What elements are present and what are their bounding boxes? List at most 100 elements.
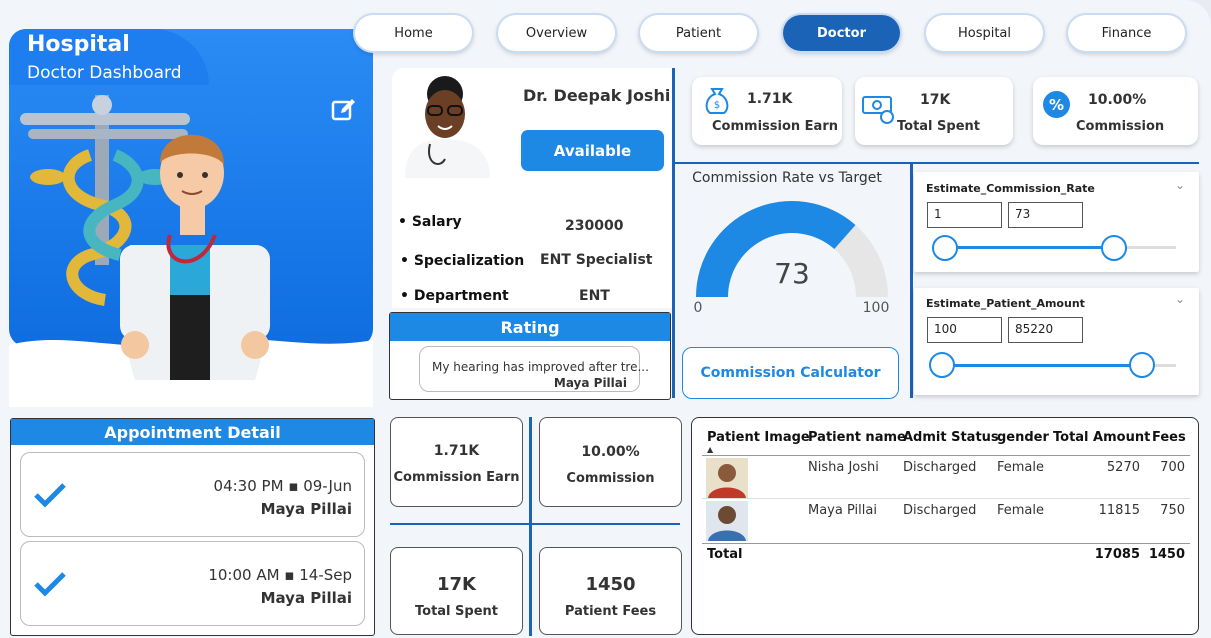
kpi-label: Total Spent [415,604,498,619]
money-bag-icon: $ [705,88,729,114]
kpi-value: 1.71K [747,91,793,107]
salary-label: • Salary [398,214,462,230]
review-box: My hearing has improved after tre... May… [419,346,649,392]
commission-calculator-button[interactable]: Commission Calculator [682,347,899,399]
edit-icon[interactable] [330,96,358,124]
nav-finance[interactable]: Finance [1068,15,1185,51]
nav-home[interactable]: Home [355,15,472,51]
hero-tab [9,29,209,85]
check-icon [34,572,66,597]
kpi-value: 10.00% [581,444,640,460]
divider-vertical [672,68,675,398]
kpi-commission-earn: $ 1.71K Commission Earn [692,77,842,145]
slicer-max-input[interactable]: 73 [1008,202,1083,228]
cell-total-amount: 5270 [1106,460,1140,475]
gauge-max: 100 [863,300,890,316]
cell-fees: 700 [1160,460,1185,475]
divider-horizontal [675,162,1199,164]
column-header[interactable]: Total Amount [1053,430,1151,445]
cell-fees: 750 [1160,503,1185,518]
appointment-time: 10:00 AM ▪ 14-Sep [208,566,352,584]
cell-gender: Female [997,503,1045,518]
svg-text:$: $ [714,100,720,111]
kpi-label: Commission Earn [393,470,520,485]
nav-hospital[interactable]: Hospital [926,15,1043,51]
kpi-label: Total Spent [897,119,980,134]
appointment-patient: Maya Pillai [260,500,352,518]
commission-gauge: 73 0 100 [694,200,890,316]
sort-up-icon[interactable]: ▲ [707,445,714,454]
chevron-down-icon[interactable]: ⌄ [1174,178,1185,192]
kpi-value: 17K [920,92,951,108]
doctor-illustration [20,95,270,380]
kpi-value: 10.00% [1088,92,1147,108]
cell-patient-name: Nisha Joshi [808,460,879,475]
patients-table: Patient Image ▲ Patient name Admit Statu… [691,417,1199,635]
appointment-item[interactable]: 10:00 AM ▪ 14-Sep Maya Pillai [20,541,365,626]
slicer-title: Estimate_Patient_Amount [926,297,1085,310]
kpi-label: Commission [566,471,655,486]
appointment-item[interactable]: 04:30 PM ▪ 09-Jun Maya Pillai [20,452,365,537]
kpi-commission: % 10.00% Commission [1033,77,1198,145]
column-header[interactable]: Patient name [808,430,906,445]
review-text: My hearing has improved after tre... [432,360,649,374]
patient-amount-slicer: Estimate_Patient_Amount ⌄ 100 85220 [914,288,1199,395]
kpi-total-spent: 17K Total Spent [855,77,1013,145]
reviewer-name: Maya Pillai [553,376,627,390]
header-divider [702,455,1190,456]
gauge-title: Commission Rate vs Target [692,170,882,186]
kpi-commission-bottom: 10.00% Commission [539,417,682,507]
slicer-min-input[interactable]: 1 [927,202,1002,228]
kpi-value: 17K [437,574,476,595]
column-header[interactable]: gender [997,430,1049,445]
specialization-value: ENT Specialist [540,252,653,268]
kpi-commission-earn-bottom: 1.71K Commission Earn [390,417,523,507]
divider-kpi-horizontal [390,523,680,525]
slider-max-handle[interactable] [1129,352,1155,378]
nav-doctor[interactable]: Doctor [783,15,900,51]
chevron-down-icon[interactable]: ⌄ [1174,292,1185,306]
slicer-min-input[interactable]: 100 [927,317,1002,343]
patient-photo [706,501,748,541]
salary-value: 230000 [565,218,624,234]
appointment-time: 04:30 PM ▪ 09-Jun [213,477,352,495]
appointment-title: Appointment Detail [11,419,374,445]
department-label: • Department [400,288,509,304]
kpi-label: Commission Earn [712,119,838,134]
kpi-value: 1.71K [433,443,480,459]
slider-max-handle[interactable] [1101,235,1127,261]
commission-rate-slicer: Estimate_Commission_Rate ⌄ 1 73 [914,172,1199,272]
appointment-patient: Maya Pillai [260,589,352,607]
kpi-patient-fees: 1450 Patient Fees [539,547,682,635]
cell-admit-status: Discharged [903,460,977,475]
patient-photo [706,458,748,498]
column-header[interactable]: Patient Image [707,430,810,445]
cell-gender: Female [997,460,1045,475]
availability-badge[interactable]: Available [521,130,664,171]
total-amount: 17085 [1094,547,1140,562]
kpi-label: Patient Fees [564,604,657,619]
cell-total-amount: 11815 [1098,503,1140,518]
rating-title: Rating [390,313,670,341]
total-fees: 1450 [1148,547,1185,562]
column-header[interactable]: Fees [1152,430,1186,445]
gauge-min: 0 [694,300,703,316]
cash-icon [862,96,894,124]
total-divider [702,543,1190,544]
slicer-max-input[interactable]: 85220 [1008,317,1083,343]
row-divider [702,498,1190,499]
slider-fill [940,364,1140,367]
check-icon [34,483,66,508]
doctor-name: Dr. Deepak Joshi [523,86,671,105]
total-label: Total [707,547,743,562]
divider-kpi-vertical [529,417,532,636]
slider-min-handle[interactable] [929,352,955,378]
nav-overview[interactable]: Overview [498,15,615,51]
gauge-value: 73 [774,257,810,290]
divider-vertical-2 [910,164,913,398]
nav-patient[interactable]: Patient [640,15,757,51]
department-value: ENT [579,288,610,304]
kpi-value: 1450 [585,574,636,595]
column-header[interactable]: Admit Status [903,430,999,445]
slider-min-handle[interactable] [932,235,958,261]
